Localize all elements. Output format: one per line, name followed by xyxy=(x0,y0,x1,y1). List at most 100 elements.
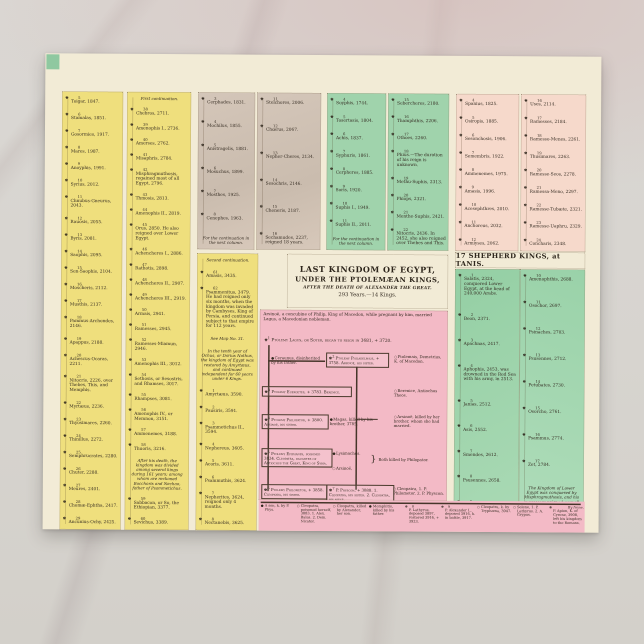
king-entry: ♚ 22 Ramesse-Tubæte, 2321. xyxy=(523,202,583,212)
column-kings-of-this: ♚ 3 Cerphades, 1831. ♚ 4 Mochilus, 1855. ♚ 5 Ani… xyxy=(197,92,256,250)
king-euergetes: ♚3 Ptolemy Euergetes, + 3783. Berenice. xyxy=(261,386,352,397)
king-entry: ♚ 18 Pammus-Archondes, 2146. xyxy=(63,314,115,329)
king-entry: ♚ 54 Sethosis, or Sesostris, and Rhamses, … xyxy=(128,372,183,387)
title-line-3: AFTER THE DEATH OF ALEXANDER THE GREAT. xyxy=(303,284,432,291)
king-entry: ♚ 59 Sabbacon, or So, the Ethiopian, 3377. xyxy=(127,496,180,511)
king-entry: ♚ 7 Smendes, 2612. xyxy=(457,448,498,458)
column-shepherd-kings-left: ♚ 1 Salatis, 2324, conquered Lower Egypt, … xyxy=(453,268,521,514)
king-philopator: ♚4 Ptolemy Philopator, + 3800. Arsinoë, … xyxy=(261,414,329,430)
king-entry: ♚ 6 Mosuchus, 1899. xyxy=(200,165,244,175)
king-entry: ♚ 20 Achescus-Ocaras, 2211. xyxy=(63,352,109,367)
king-entry: ♚ 17 Musthis, 2137. xyxy=(63,298,103,308)
column-kings-of-tanis-continued: ♚ 16 Uses, 2114. ♚ 17 Ramesses, 2184. ♚ 18 Rames… xyxy=(520,94,587,252)
king-entry: ♚ 60 Sevichus, 3389. xyxy=(127,516,169,526)
king-entry: ♚ 1 Salatis, 2324, conquered Lower Egypt, … xyxy=(458,272,510,297)
title-line-1: LAST KINGDOM OF EGYPT, xyxy=(299,264,436,275)
king-entry: ♚ 17 Othoes, 2260. xyxy=(390,131,428,141)
genealogy-intro: Arsinoë, a concubine of Philip, King of … xyxy=(263,311,432,322)
king-entry: ♚ 12 Armiyses, 2062. xyxy=(458,237,500,247)
king-entry: ♚ 17 Ramesses, 2184. xyxy=(524,115,567,125)
king-entry: ♚ 56 Amenophis IV., or Memnon, 3151. xyxy=(128,407,173,422)
brace: } xyxy=(370,453,377,465)
king-entry: ♚ 9 Amasis, 1996. xyxy=(458,184,496,194)
king-entry: ♚ 6 Psammuthis, 3624. xyxy=(198,474,247,484)
person-arsinoe-ii: ○Arsinoë, xyxy=(332,466,353,471)
king-entry: ♚ 19 Methu-Suphis, 2313. xyxy=(390,175,443,185)
king-entry: ♚ 2 Pausiris, 3591. xyxy=(199,404,238,414)
king-entry: ♚ 5 Janias, 2512. xyxy=(457,398,492,407)
king-entry: ♚ 8 Cerpheres, 1885. xyxy=(329,166,374,176)
king-entry: ♚ 4 Aphophis, 2453, was drowned in the Red… xyxy=(457,363,516,382)
king-entry: ♚ 24 Concharis, 2348. xyxy=(523,237,567,247)
king-entry: ♚ 46 Achencheres I., 2886. xyxy=(129,246,183,257)
king-entry: ♚ 5 Osiropis, 1885. xyxy=(459,115,499,125)
person-cleopatra: ○Cleopatra, 1. P. Philometor. 2. P. Phys… xyxy=(393,486,444,496)
king-entry: ♚ 38 Chebros, 2711. xyxy=(130,106,170,116)
column-kings-of-tanis: ♚ 4 Spanius, 1825. ♚ 5 Osiropis, 1885. ♚ 6 Seson… xyxy=(455,93,520,252)
king-entry: ♚ 18 Ramesso-Menes, 2261. xyxy=(523,133,581,143)
king-entry: ♚ 27 Meures, 2401. xyxy=(62,482,101,492)
column-kings-of-memphis-continued: ♚ 15 Sebercheres, 2180. ♚ 16 Thamphthis, 2206… xyxy=(387,93,450,251)
king-entry: ○ Selene, 1. P. Lathyrus. 2. A. Grypus. xyxy=(513,505,544,517)
king-entry: ♚ 21 Menthe-Suphis, 2421. xyxy=(390,210,445,220)
king-entry: ♚ 6 Stamalas, 1851. xyxy=(65,111,107,121)
person-berenice: ○Berenice, Antiochus Theos. xyxy=(393,388,438,398)
king-entry: ♚ 8 Cenephes, 1963. xyxy=(200,211,243,221)
title-line-2: UNDER THE PTOLEMÆAN KINGS, xyxy=(295,275,441,285)
king-entry: ♚ 45 Orus, 2850. He also reigned over Lowe… xyxy=(129,222,179,241)
king-entry: ♚ 18 Phius.—The duration of his reign is u… xyxy=(390,148,443,168)
king-entry: ♚ 14 Saophis, 2095. xyxy=(64,248,103,258)
king-entry: ♚ 9 P. Alexander I., deposed 3916, k. in b… xyxy=(440,504,476,520)
king-entry: ♚ 4 Mochilus, 1855. xyxy=(201,119,242,129)
person-ptolemais: ○Ptolemais, Demetrius, K. of Macedon. xyxy=(394,354,442,364)
king-entry: ♚ 5 Tosertasis, 1804. xyxy=(330,114,374,124)
king-entry: ♚ 9 Soris, 1920. xyxy=(329,183,362,193)
king-entry: ♚ 25 Semphrucrates, 2280. xyxy=(63,449,118,459)
title-line-4: 293 Years.—14 Kings. xyxy=(338,291,397,298)
king-entry: ♚ 50 Armais, 2941. xyxy=(128,307,166,317)
king-entry: ♚ 43 Thmosis, 2813. xyxy=(129,192,169,202)
person-ceraunus: ●Ceraunus, disinherited by his father. xyxy=(271,355,320,365)
king-entry: ♚ By Irene. P. Apion, K. of Cyrene, 3908, … xyxy=(549,505,584,525)
king-entry: ♚ 8 P. Lathyrus, deposed 3897, restored 39… xyxy=(404,504,440,524)
column-note: For the continuation in the next column. xyxy=(202,235,250,245)
king-entry: ♚ 15 Sen-Saophis, 2104. xyxy=(64,265,113,275)
ptolemaic-genealogy: Arsinoë, a concubine of Philip, King of … xyxy=(258,309,448,505)
king-entry: ● Memphitis, killed by his father. xyxy=(368,504,395,517)
king-entry: ♚ 5 Anistragelis, 1881. xyxy=(200,142,248,152)
king-entry: ♚ 20 Phiops, 2321. xyxy=(390,192,427,202)
king-entry: ♚ 17 Zet, 2784. xyxy=(521,458,551,468)
king-entry: ○ Cleopatra, killed by Alexander, her son… xyxy=(332,504,367,516)
king-entry: ♚ 16 Moscheris, 2112. xyxy=(64,281,108,291)
king-philometor: ♚6 Ptolemy Philometor, + 3858. Cleopatra… xyxy=(261,484,328,500)
king-entry: ♚ 8 Nectanebis, 3625. xyxy=(198,516,245,526)
king-entry: ♚ 16 Sechamudes, 2237, reigned 18 years. xyxy=(259,231,308,246)
king-entry: ♚ 11 Osochor, 2697. xyxy=(522,299,562,309)
king-entry: ♚ 7 Gosormies, 1917. xyxy=(64,128,110,138)
king-entry: ♚ 62 Psammenitus, 3479. He had reigned onl… xyxy=(200,285,255,329)
king-entry: ♚ 11 Stelchores, 2006. xyxy=(260,96,305,106)
column-note: First continuation. xyxy=(140,96,179,102)
column-note: For the continuation in the next column. xyxy=(332,236,380,246)
king-entry: ♚ 16 Thamphthis, 2206. xyxy=(391,114,438,124)
person-lysimachus: ●Lysimachus. xyxy=(332,451,361,456)
column-note: See Map No. 31. xyxy=(210,336,245,342)
king-philadelphus: ♚2 Ptolemy Philadelphus, + 3758. Arsinoë… xyxy=(326,352,390,368)
king-entry: ♚ 7 Mosthes, 1925. xyxy=(200,188,241,198)
king-entry: ♚ 13 Byris, 2081. xyxy=(64,232,97,242)
king-entry: ♚ 13 Nepher-Cheres, 2134. xyxy=(259,150,315,160)
king-entry: ♚ 15 Sebercheres, 2180. xyxy=(391,97,440,107)
king-entry: ♚ 15 Cheneris, 2187. xyxy=(259,204,301,214)
king-entry: ♚ 3 Cerphades, 1831. xyxy=(201,96,246,106)
king-entry: ♚ 14 Sesochris, 2146. xyxy=(259,177,302,187)
genealogy-bottom-row: ● A son, k. by P. Phys. ○ Cleopatra, poison… xyxy=(258,499,585,533)
king-entry: ♚ 12 Rauosis, 2055. xyxy=(64,215,103,225)
king-entry: ♚ 5 Toigar, 1847. xyxy=(65,95,100,105)
king-entry: ● A son, k. by P. Phys. xyxy=(260,503,290,512)
column-kings-of-thebes: ♚ 5 Toigar, 1847. ♚ 6 Stamalas, 1851. ♚ 7 Gosorm… xyxy=(59,91,124,530)
column-first-continuation: First continuation. ♚ 38 Chebros, 2711. ♚ 39 A… xyxy=(124,91,192,531)
king-entry: ♚ 3 Psammetichus II., 3594. xyxy=(199,420,245,435)
king-entry: ♚ 12 Psinaches, 2703. xyxy=(522,326,566,336)
king-entry: ♚ 4 Soyphis, 1744. xyxy=(330,97,369,106)
king-entry: ♚ 9 Anoyphis, 1991. xyxy=(64,161,106,171)
